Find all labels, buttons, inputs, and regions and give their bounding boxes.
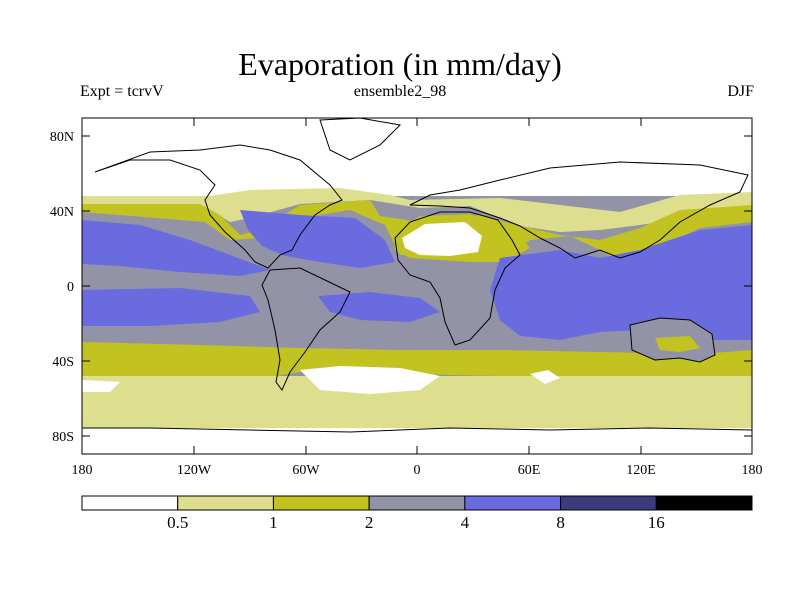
lat-tick-label: 80N <box>50 130 74 145</box>
colorbar-swatch <box>368 495 466 511</box>
colorbar-label: 8 <box>556 513 565 532</box>
south-white-3 <box>530 370 560 384</box>
lon-tick-label: 60E <box>518 463 541 478</box>
lon-tick-label: 180 <box>72 463 93 478</box>
eurasia <box>409 161 749 259</box>
colorbar-label: 0.5 <box>167 513 188 532</box>
colorbar-swatch <box>272 495 370 511</box>
australia <box>629 317 716 363</box>
greenland <box>319 118 402 161</box>
africa <box>394 211 521 346</box>
lon-tick-label: 120W <box>177 463 212 478</box>
colorbar-swatch <box>655 495 753 511</box>
chart-title: Evaporation (in mm/day) <box>238 46 562 82</box>
lat-tick-label: 0 <box>67 280 74 295</box>
lon-tick-label: 120E <box>626 463 656 478</box>
contour-fill <box>82 118 752 454</box>
latitude-axis: 80N 40N 0 40S 80S <box>50 130 752 445</box>
colorbar-label: 4 <box>461 513 470 532</box>
northern-white <box>82 118 752 196</box>
ensemble-label: ensemble2_98 <box>353 83 447 100</box>
south-white-2 <box>82 380 120 392</box>
colorbar-label: 1 <box>269 513 278 532</box>
lon-tick-label: 0 <box>414 463 421 478</box>
south-america <box>261 267 351 391</box>
lat-tick-label: 80S <box>52 430 74 445</box>
coastlines <box>82 118 752 433</box>
colorbar-swatch <box>464 495 562 511</box>
natl-blue <box>240 210 395 268</box>
lat-tick-label: 40N <box>50 205 74 220</box>
north-america <box>94 144 343 269</box>
lon-tick-label: 180 <box>742 463 763 478</box>
satl-blue <box>318 292 440 322</box>
indo-pacific-blue <box>490 225 752 340</box>
colorbar-swatch <box>560 495 657 511</box>
north-pale-band <box>82 188 752 232</box>
colorbar: 0.5 1 2 4 8 16 <box>81 495 753 532</box>
south-pale-band <box>82 376 752 428</box>
south-olive-band <box>82 342 752 362</box>
season-label: DJF <box>727 83 754 100</box>
npac-blue <box>82 220 270 276</box>
lat-tick-label: 40S <box>52 355 74 370</box>
south-white-1 <box>300 366 440 394</box>
australia-olive <box>655 336 700 352</box>
lon-tick-label: 60W <box>292 463 320 478</box>
antarctica <box>82 427 752 433</box>
antarctic-white <box>82 428 752 454</box>
spac-blue <box>82 288 260 326</box>
colorbar-swatch <box>81 495 179 511</box>
colorbar-label: 16 <box>648 513 665 532</box>
longitude-axis: 180 120W 60W 0 60E 120E 180 <box>72 118 763 478</box>
colorbar-swatch <box>177 495 274 511</box>
experiment-label: Expt = tcrvV <box>80 83 164 100</box>
sahara-white <box>402 222 482 256</box>
colorbar-label: 2 <box>365 513 374 532</box>
